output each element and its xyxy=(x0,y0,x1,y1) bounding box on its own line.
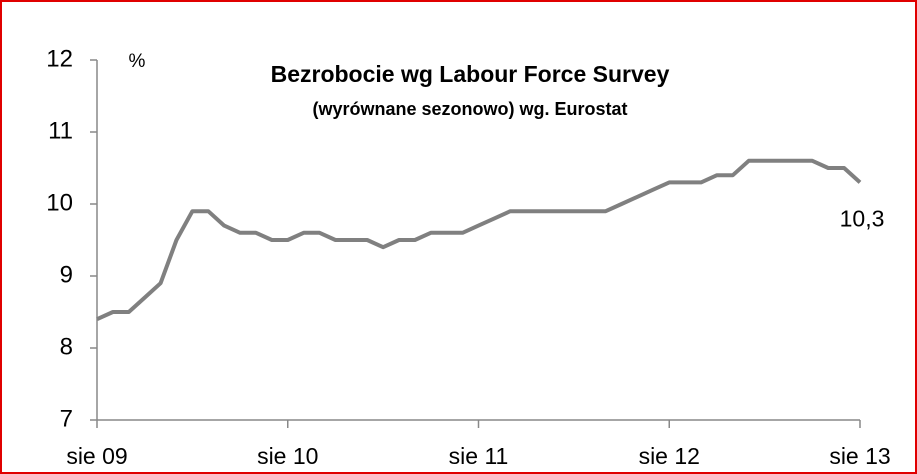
y-tick-label: 10 xyxy=(46,189,73,216)
x-tick-label: sie 09 xyxy=(66,443,127,469)
x-tick-label: sie 11 xyxy=(449,443,509,469)
x-tick-label: sie 13 xyxy=(829,443,890,469)
data-label: 10,3 xyxy=(840,205,885,231)
chart-subtitle: (wyrównane sezonowo) wg. Eurostat xyxy=(312,99,627,119)
y-tick-label: 7 xyxy=(60,405,73,432)
y-tick-label: 12 xyxy=(46,45,73,72)
y-tick-label: 11 xyxy=(48,117,73,144)
y-tick-label: 9 xyxy=(60,261,73,288)
x-tick-label: sie 12 xyxy=(639,443,700,469)
x-tick-label: sie 10 xyxy=(257,443,318,469)
y-axis-unit: % xyxy=(129,51,146,72)
chart-title: Bezrobocie wg Labour Force Survey xyxy=(271,61,670,87)
y-tick-label: 8 xyxy=(60,333,73,360)
data-line xyxy=(96,158,862,322)
